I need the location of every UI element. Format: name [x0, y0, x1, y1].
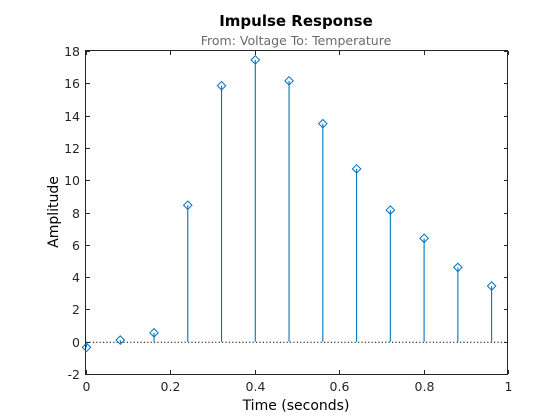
x-tick-label: 0: [83, 379, 91, 394]
chart-subtitle: From: Voltage To: Temperature: [201, 33, 392, 48]
stem-marker: [81, 342, 92, 353]
y-tick-label: 12: [64, 141, 80, 156]
stem-series: [81, 54, 497, 353]
y-tick-label: 10: [64, 173, 80, 188]
stem-marker: [452, 262, 463, 273]
y-tick-label: 2: [72, 302, 80, 317]
y-tick-label: 4: [72, 270, 80, 285]
x-axis-ticks: 0 0.2 0.4 0.6 0.8 1: [83, 51, 513, 394]
stem-marker: [216, 80, 227, 91]
x-tick-label: 0.8: [415, 379, 435, 394]
y-tick-label: -2: [68, 367, 80, 382]
y-tick-label: 6: [72, 238, 80, 253]
stem-marker: [486, 281, 497, 291]
stem-marker: [351, 163, 362, 174]
y-axis-label: Amplitude: [46, 176, 62, 248]
y-tick-label: 18: [64, 44, 80, 59]
y-tick-label: 14: [64, 109, 80, 124]
y-axis-ticks: -2 0 2 4 6 8 10 12 14 16 18: [64, 44, 508, 382]
stem-marker: [419, 233, 430, 244]
stem-marker: [385, 205, 396, 215]
axes-box: [85, 50, 508, 375]
y-tick-label: 16: [64, 76, 80, 91]
y-tick-label: 8: [72, 206, 80, 221]
x-tick-label: 0.2: [161, 379, 181, 394]
stem-marker: [250, 54, 261, 65]
stem-marker: [149, 327, 159, 338]
stem-marker: [317, 118, 328, 129]
x-axis-label: Time (seconds): [242, 398, 350, 414]
stem-marker: [115, 335, 126, 345]
chart-title: Impulse Response: [219, 12, 373, 30]
x-tick-label: 0.4: [246, 379, 266, 394]
stem-marker: [284, 75, 294, 86]
x-tick-label: 1: [505, 379, 513, 394]
stem-marker: [182, 200, 193, 211]
y-tick-label: 0: [72, 335, 80, 350]
x-tick-label: 0.6: [330, 379, 350, 394]
